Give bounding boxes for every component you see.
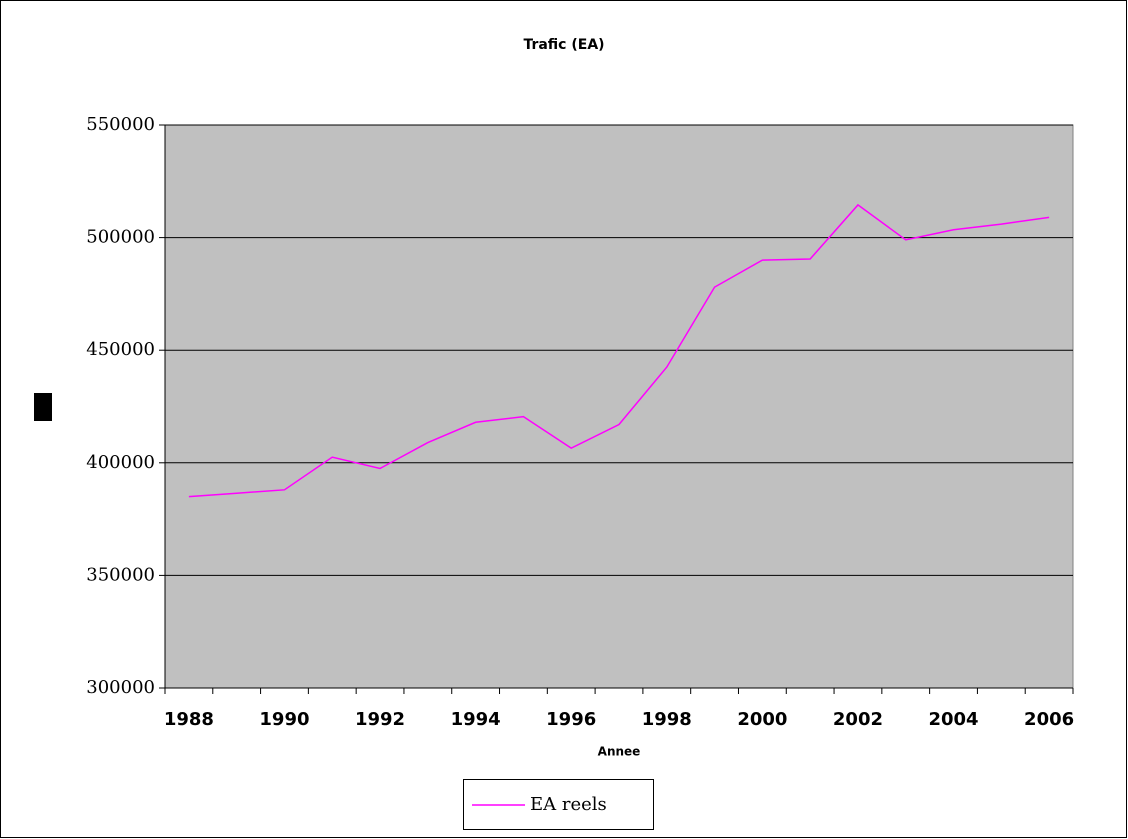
plot-area [164, 124, 1074, 689]
y-tick-label: 450000 [86, 339, 155, 360]
x-tick-label: 2000 [737, 709, 787, 730]
chart-title: Trafic (EA) [523, 37, 604, 53]
x-tick-label: 1998 [642, 709, 692, 730]
y-axis-label-box [34, 393, 52, 421]
line [188, 203, 1050, 498]
x-tick-label: 2006 [1024, 709, 1074, 730]
y-tick-label: 300000 [86, 677, 155, 698]
x-axis-label: Annee [598, 745, 641, 759]
x-tick-label: 1992 [355, 709, 405, 730]
x-tick-label: 2002 [833, 709, 883, 730]
x-tick-label: 2004 [928, 709, 978, 730]
legend-label: EA reels [530, 794, 607, 815]
y-tick-label: 550000 [86, 114, 155, 135]
y-tick-label: 400000 [86, 452, 155, 473]
x-tick-label: 1994 [451, 709, 501, 730]
x-tick-label: 1990 [259, 709, 309, 730]
x-tick-label: 1988 [164, 709, 214, 730]
y-tick-label: 500000 [86, 227, 155, 248]
y-tick-label: 350000 [86, 564, 155, 585]
x-tick-label: 1996 [546, 709, 596, 730]
